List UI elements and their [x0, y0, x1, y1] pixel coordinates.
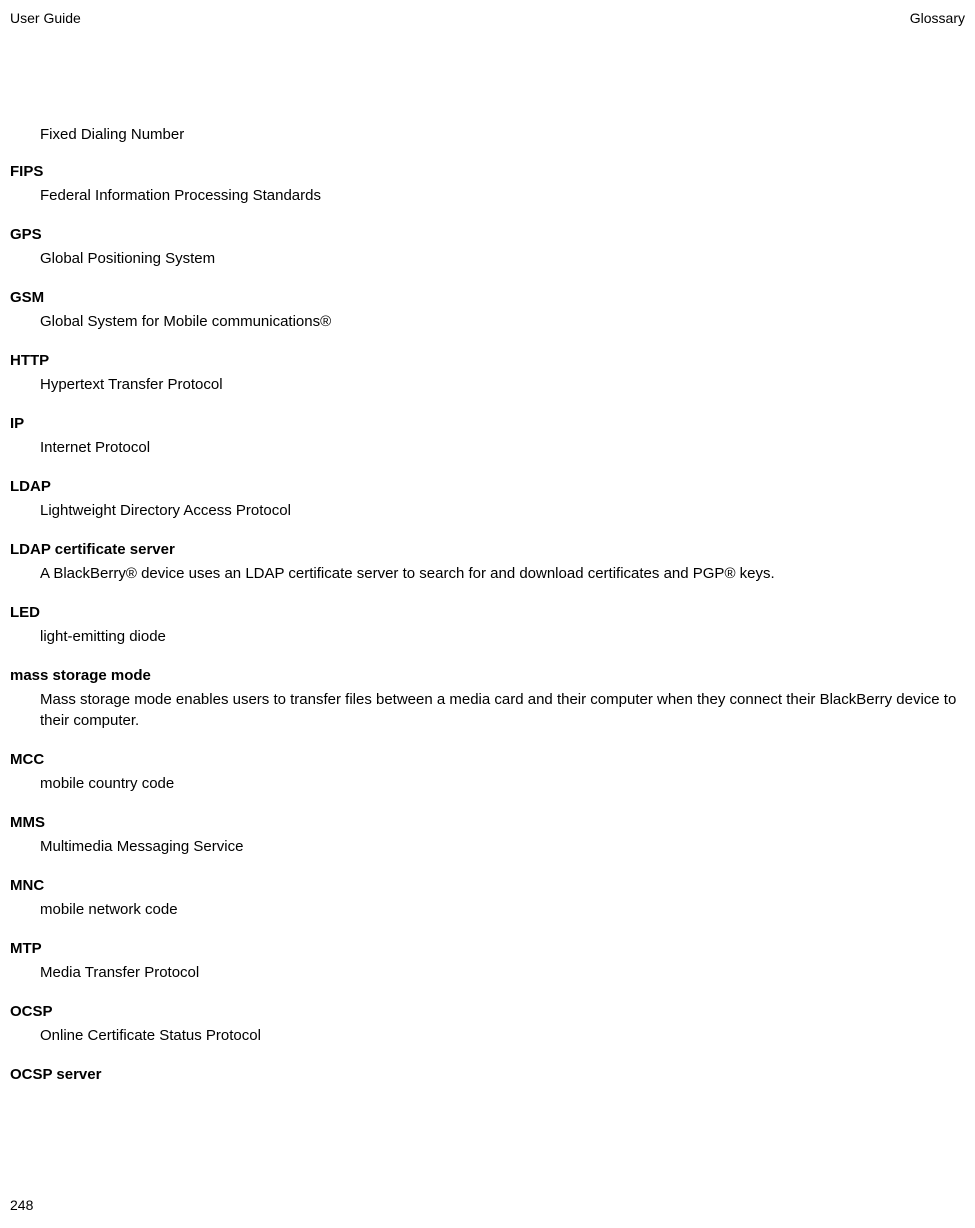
glossary-term: OCSP — [10, 1003, 965, 1020]
glossary-term: MCC — [10, 751, 965, 768]
glossary-definition: Lightweight Directory Access Protocol — [10, 500, 965, 521]
glossary-definition: Media Transfer Protocol — [10, 962, 965, 983]
glossary-entry: OCSP Online Certificate Status Protocol — [10, 1003, 965, 1046]
glossary-definition: Internet Protocol — [10, 437, 965, 458]
first-definition: Fixed Dialing Number — [10, 126, 965, 143]
glossary-entry: LDAP certificate server A BlackBerry® dev… — [10, 541, 965, 584]
glossary-term: LDAP certificate server — [10, 541, 965, 558]
glossary-entry: FIPS Federal Information Processing Stand… — [10, 163, 965, 206]
glossary-entry: LED light-emitting diode — [10, 604, 965, 647]
glossary-definition: Mass storage mode enables users to trans… — [10, 689, 965, 731]
page-number: 248 — [10, 1197, 33, 1213]
glossary-definition: A BlackBerry® device uses an LDAP certif… — [10, 563, 965, 584]
entries-container: FIPS Federal Information Processing Stand… — [10, 163, 965, 1083]
header-right: Glossary — [910, 10, 965, 26]
glossary-definition: Federal Information Processing Standards — [10, 185, 965, 206]
glossary-term: MMS — [10, 814, 965, 831]
glossary-entry: MCC mobile country code — [10, 751, 965, 794]
glossary-entry: HTTP Hypertext Transfer Protocol — [10, 352, 965, 395]
glossary-term: MNC — [10, 877, 965, 894]
glossary-entry: LDAP Lightweight Directory Access Protoco… — [10, 478, 965, 521]
glossary-content: Fixed Dialing Number FIPS Federal Informa… — [10, 126, 965, 1083]
glossary-term: OCSP server — [10, 1066, 965, 1083]
glossary-term: LED — [10, 604, 965, 621]
glossary-term: IP — [10, 415, 965, 432]
glossary-definition: Global System for Mobile communications® — [10, 311, 965, 332]
glossary-entry: GSM Global System for Mobile communicatio… — [10, 289, 965, 332]
glossary-entry: IP Internet Protocol — [10, 415, 965, 458]
glossary-term: GPS — [10, 226, 965, 243]
glossary-entry: GPS Global Positioning System — [10, 226, 965, 269]
glossary-definition: Online Certificate Status Protocol — [10, 1025, 965, 1046]
glossary-definition: Hypertext Transfer Protocol — [10, 374, 965, 395]
glossary-definition: mobile country code — [10, 773, 965, 794]
page-header: User Guide Glossary — [10, 10, 965, 26]
header-left: User Guide — [10, 10, 81, 26]
glossary-entry: OCSP server — [10, 1066, 965, 1083]
glossary-entry: MTP Media Transfer Protocol — [10, 940, 965, 983]
glossary-term: FIPS — [10, 163, 965, 180]
glossary-entry: mass storage mode Mass storage mode enabl… — [10, 667, 965, 731]
glossary-entry: MNC mobile network code — [10, 877, 965, 920]
glossary-term: GSM — [10, 289, 965, 306]
glossary-term: MTP — [10, 940, 965, 957]
glossary-term: mass storage mode — [10, 667, 965, 684]
glossary-term: HTTP — [10, 352, 965, 369]
glossary-definition: Multimedia Messaging Service — [10, 836, 965, 857]
glossary-definition: mobile network code — [10, 899, 965, 920]
glossary-term: LDAP — [10, 478, 965, 495]
glossary-entry: MMS Multimedia Messaging Service — [10, 814, 965, 857]
glossary-definition: light-emitting diode — [10, 626, 965, 647]
glossary-definition: Global Positioning System — [10, 248, 965, 269]
